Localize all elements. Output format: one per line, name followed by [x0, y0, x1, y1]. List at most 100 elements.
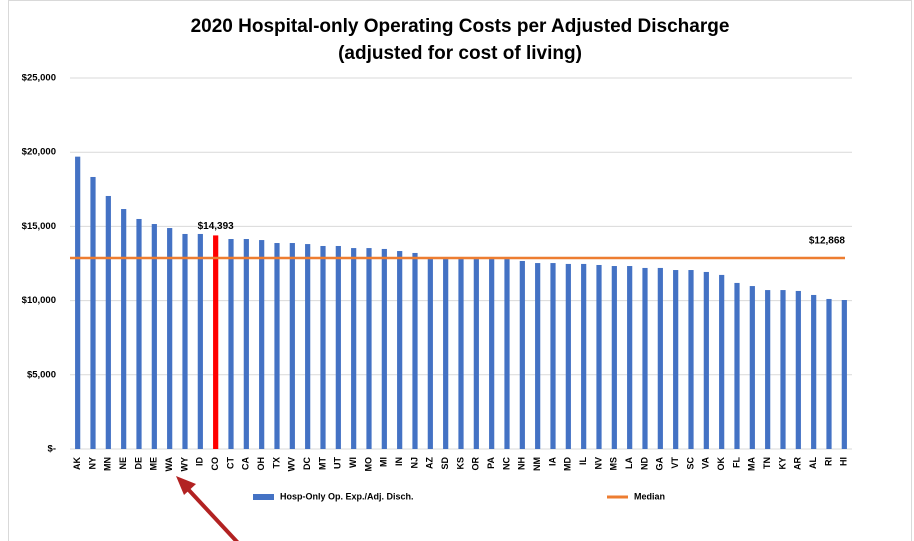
bar: [351, 248, 357, 449]
x-tick-label: NY: [87, 457, 97, 470]
bar: [274, 243, 280, 449]
x-tick-label: WA: [164, 457, 174, 472]
bar: [259, 240, 265, 449]
plot-area: $- $5,000 $10,000 $15,000 $20,000 $25,000 AK NY…: [22, 73, 852, 501]
legend-label: Hosp-Only Op. Exp./Adj. Disch.: [280, 491, 414, 501]
x-tick-label: ID: [195, 456, 205, 466]
bar: [197, 233, 203, 449]
x-tick-label: DE: [133, 457, 143, 470]
bar: [719, 274, 725, 449]
x-tick-label: GA: [655, 456, 665, 470]
bar: [243, 239, 249, 449]
bar: [289, 243, 295, 449]
bar: [657, 267, 663, 449]
y-tick-label: $20,000: [22, 147, 56, 158]
x-tick-label: LA: [624, 457, 634, 469]
bar: [811, 294, 817, 449]
x-tick-label: KS: [455, 457, 465, 470]
x-tick-label: UT: [333, 457, 343, 469]
annotation-arrow: [176, 476, 240, 541]
y-tick-label: $-: [48, 444, 56, 455]
median-label: $12,868: [809, 236, 846, 247]
bar: [673, 270, 679, 449]
bar: [565, 263, 571, 449]
x-tick-label: ND: [639, 457, 649, 470]
bar: [642, 267, 648, 449]
bar: [841, 300, 847, 449]
x-tick-label: IN: [394, 457, 404, 466]
bar: [75, 156, 81, 450]
x-tick-label: ME: [149, 457, 159, 471]
bar: [780, 290, 786, 449]
bar: [213, 235, 219, 449]
chart-border: [8, 0, 912, 541]
x-tick-label: AZ: [425, 457, 435, 469]
y-tick-label: $15,000: [22, 221, 56, 232]
x-tick-label: SD: [440, 457, 450, 470]
bar: [305, 244, 311, 449]
x-tick-label: NM: [532, 457, 542, 471]
bar: [427, 259, 433, 449]
x-tick-label: WI: [348, 457, 358, 468]
bar: [535, 263, 541, 449]
x-tick-label: AL: [808, 457, 818, 469]
y-tick-label: $25,000: [22, 73, 56, 84]
x-tick-label: TN: [762, 457, 772, 469]
bar: [366, 248, 372, 449]
x-tick-label: MA: [747, 457, 757, 471]
x-tick-label: NE: [118, 457, 128, 470]
chart-title: 2020 Hospital-only Operating Costs per A…: [191, 16, 730, 37]
x-tick-label: NC: [501, 457, 511, 470]
x-tick-label: VT: [670, 457, 680, 469]
x-tick-label: WY: [179, 457, 189, 472]
x-tick-label: MD: [563, 457, 573, 471]
x-tick-label: SC: [685, 457, 695, 470]
x-tick-label: NJ: [409, 457, 419, 469]
x-tick-label: MI: [379, 457, 389, 467]
bar: [473, 259, 479, 449]
bar: [90, 176, 96, 450]
bar: [596, 264, 602, 449]
bar: [581, 263, 587, 449]
bar: [795, 290, 801, 449]
data-label: $14,393: [198, 221, 235, 232]
bar: [519, 260, 525, 449]
x-tick-label: WV: [287, 457, 297, 472]
y-tick-label: $5,000: [27, 369, 56, 380]
x-tick-label: MT: [317, 457, 327, 470]
x-tick-label: OR: [471, 456, 481, 470]
bar: [397, 251, 403, 449]
x-tick-label: DC: [302, 457, 312, 470]
bar: [320, 245, 326, 449]
y-tick-label: $10,000: [22, 295, 56, 306]
x-tick-label: KY: [777, 457, 787, 470]
bar: [458, 259, 464, 449]
bar: [151, 224, 157, 449]
x-tick-label: NH: [517, 457, 527, 470]
bar: [182, 233, 188, 449]
bar: [443, 259, 449, 449]
x-tick-label: PA: [486, 457, 496, 469]
bar: [703, 271, 709, 449]
x-tick-label: IA: [547, 456, 557, 466]
x-tick-label: CT: [225, 457, 235, 469]
bar: [826, 298, 832, 449]
x-tick-label: MS: [609, 457, 619, 471]
x-tick-label: IL: [578, 456, 588, 465]
legend-label: Median: [634, 491, 665, 501]
x-tick-label: MN: [103, 457, 113, 471]
x-tick-label: CA: [241, 457, 251, 470]
x-tick-label: AK: [72, 457, 82, 470]
chart-subtitle: (adjusted for cost of living): [338, 43, 582, 64]
bar: [136, 218, 142, 449]
legend-swatch: [253, 494, 274, 500]
bar: [749, 286, 755, 449]
bar: [504, 259, 510, 449]
x-tick-label: VA: [701, 457, 711, 469]
bar: [550, 263, 556, 449]
bar: [412, 252, 418, 449]
x-tick-label: CO: [210, 457, 220, 471]
bar: [335, 245, 341, 449]
bar: [105, 195, 111, 449]
bar: [167, 228, 173, 449]
